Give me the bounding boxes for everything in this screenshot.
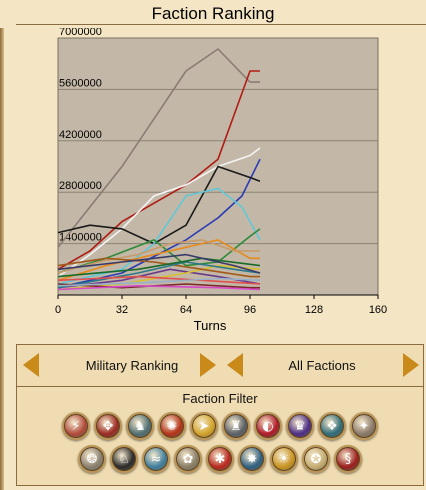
x-tick-label: 32: [116, 304, 128, 316]
faction-filter-button[interactable]: ◐: [254, 412, 282, 440]
sun-emblem-icon: ☀: [278, 451, 290, 467]
y-tick-label: 7000000: [59, 28, 102, 38]
window-left-border: [0, 28, 4, 490]
faction-filter-button[interactable]: ≈: [142, 445, 170, 473]
faction-filter-button[interactable]: ✺: [158, 412, 186, 440]
ranking-chart: 1400000 2800000 4200000 5600000 7000000 0 32 64…: [55, 28, 387, 333]
prev-faction-button[interactable]: [227, 353, 243, 377]
y-tick-label: 4200000: [59, 129, 102, 141]
x-tick-label: 160: [369, 304, 387, 316]
faction-filter-button[interactable]: ♘: [110, 445, 138, 473]
faction-filter-button[interactable]: ✦: [350, 412, 378, 440]
faction-filter-button[interactable]: ❖: [318, 412, 346, 440]
faction-filter-button[interactable]: ✥: [94, 412, 122, 440]
triskelion-emblem-icon: ❂: [86, 451, 98, 467]
series-line-2: [57, 70, 260, 270]
series-line-12: [57, 257, 260, 278]
faction-filter-title: Faction Filter: [182, 391, 258, 406]
series-line-15: [57, 257, 261, 278]
series-line-5: [57, 165, 261, 245]
x-tick-label: 128: [305, 304, 323, 316]
title-divider: [16, 24, 426, 25]
prev-ranking-type-button[interactable]: [23, 353, 39, 377]
faction-filter-button[interactable]: ✿: [174, 445, 202, 473]
y-tick-label: 1400000: [59, 232, 102, 244]
series-line-18: [57, 253, 261, 274]
faction-filter-button[interactable]: ❂: [78, 445, 106, 473]
faction-filter-button[interactable]: ☀: [270, 445, 298, 473]
faction-filter-row-2: ❂ ♘ ≈ ✿ ✱ ✸ ☀ ✪ §: [17, 445, 423, 473]
faction-filter-button[interactable]: ♜: [222, 412, 250, 440]
lion-emblem-icon: ✪: [310, 451, 322, 467]
series-line-17: [57, 277, 261, 287]
faction-filter-button[interactable]: ➤: [190, 412, 218, 440]
faction-filter-button[interactable]: ✸: [238, 445, 266, 473]
wave-emblem-icon: ≈: [150, 451, 162, 467]
series-line-16: [57, 275, 261, 285]
series-line-3: [57, 147, 261, 278]
faction-filter-button[interactable]: ✪: [302, 445, 330, 473]
sunburst-emblem-icon: ✺: [166, 418, 178, 434]
dragon-emblem-icon: ✦: [358, 418, 370, 434]
x-tick-label: 0: [55, 304, 61, 316]
boar-emblem-icon: ✿: [182, 451, 194, 467]
series-line-1: [57, 48, 260, 248]
eagle-emblem-icon: ✸: [246, 451, 258, 467]
faction-filter-button[interactable]: §: [334, 445, 362, 473]
series-line-19: [57, 285, 261, 291]
bird-emblem-icon: ➤: [198, 418, 210, 434]
faction-filter-button[interactable]: ⚡: [62, 412, 90, 440]
page-title: Faction Ranking: [151, 4, 275, 23]
faction-filter-row-1: ⚡ ✥ ♞ ✺ ➤ ♜ ◐ ♛ ❖ ✦: [17, 412, 423, 440]
y-tick-label: 5600000: [59, 77, 102, 89]
cauldron-emblem-icon: ✱: [214, 451, 226, 467]
serpent-emblem-icon: §: [344, 451, 352, 467]
horses-emblem-icon: ♞: [134, 418, 146, 434]
next-ranking-type-button[interactable]: [200, 353, 216, 377]
knot-emblem-icon: ✥: [102, 418, 114, 434]
crescent-emblem-icon: ◐: [262, 418, 274, 434]
wings-emblem-icon: ❖: [326, 418, 338, 434]
series-line-6: [57, 187, 261, 285]
y-tick-label: 2800000: [59, 180, 102, 192]
x-tick-label: 64: [180, 304, 192, 316]
x-tick-label: 96: [244, 304, 256, 316]
next-faction-button[interactable]: [403, 353, 419, 377]
faction-filter-button[interactable]: ♛: [286, 412, 314, 440]
series-line-8: [57, 239, 260, 282]
x-axis-label: Turns: [194, 318, 227, 333]
faction-filter-button[interactable]: ✱: [206, 445, 234, 473]
lightning-emblem-icon: ⚡: [71, 418, 81, 434]
ranking-type-label: Military Ranking: [85, 358, 179, 373]
series-line-4: [57, 158, 261, 289]
series-line-14: [57, 283, 260, 289]
tower-emblem-icon: ♜: [230, 418, 242, 434]
ranking-selector-panel: Military Ranking All Factions: [16, 344, 424, 388]
faction-selection-label: All Factions: [288, 358, 356, 373]
faction-filter-button[interactable]: ♞: [126, 412, 154, 440]
faction-filter-panel: Faction Filter ⚡ ✥ ♞ ✺ ➤ ♜ ◐ ♛ ❖ ✦ ❂ ♘ ≈ ✿ ✱ ✸ ☀ ✪ §: [16, 386, 424, 486]
crown-emblem-icon: ♛: [294, 418, 306, 434]
series-line-9: [57, 239, 260, 274]
horse-emblem-icon: ♘: [118, 451, 130, 467]
